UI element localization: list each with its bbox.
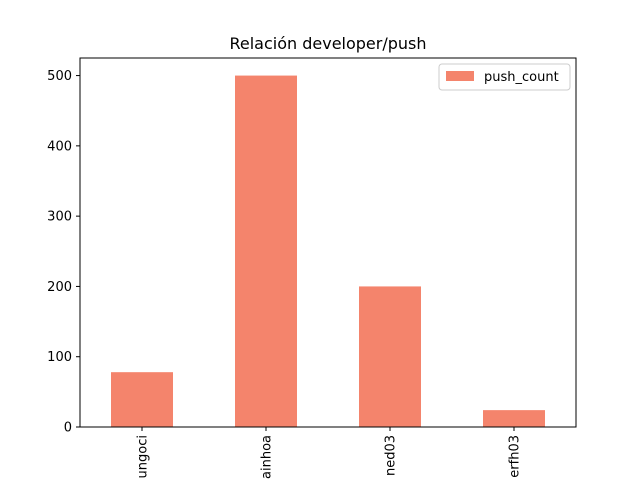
legend-swatch — [446, 71, 474, 81]
plot-frame — [79, 57, 577, 428]
y-tick-label: 400 — [47, 139, 72, 154]
chart-title: Relación developer/push — [229, 34, 426, 53]
y-axis: 0 100 200 300 400 500 — [47, 69, 80, 436]
y-tick-label: 200 — [47, 280, 72, 295]
y-tick-label: 500 — [47, 69, 72, 84]
y-tick-label: 300 — [47, 210, 72, 225]
bar-erfh03 — [483, 410, 545, 427]
bars-group — [111, 75, 545, 428]
x-tick-label-ned03: ned03 — [384, 435, 399, 476]
bar-ainhoa — [235, 75, 297, 428]
x-axis: ungoci ainhoa ned03 erfh03 — [136, 427, 523, 479]
y-tick-label: 100 — [47, 350, 72, 365]
y-tick-label: 0 — [64, 421, 72, 436]
x-tick-label-ainhoa: ainhoa — [260, 435, 275, 479]
legend-box — [438, 63, 571, 91]
legend-label: push_count — [484, 70, 559, 85]
x-tick-label-ungoci: ungoci — [136, 435, 151, 478]
x-tick-label-erfh03: erfh03 — [508, 435, 523, 478]
bar-ungoci — [111, 372, 173, 427]
legend: push_count — [438, 63, 571, 91]
bar-ned03 — [359, 286, 421, 427]
